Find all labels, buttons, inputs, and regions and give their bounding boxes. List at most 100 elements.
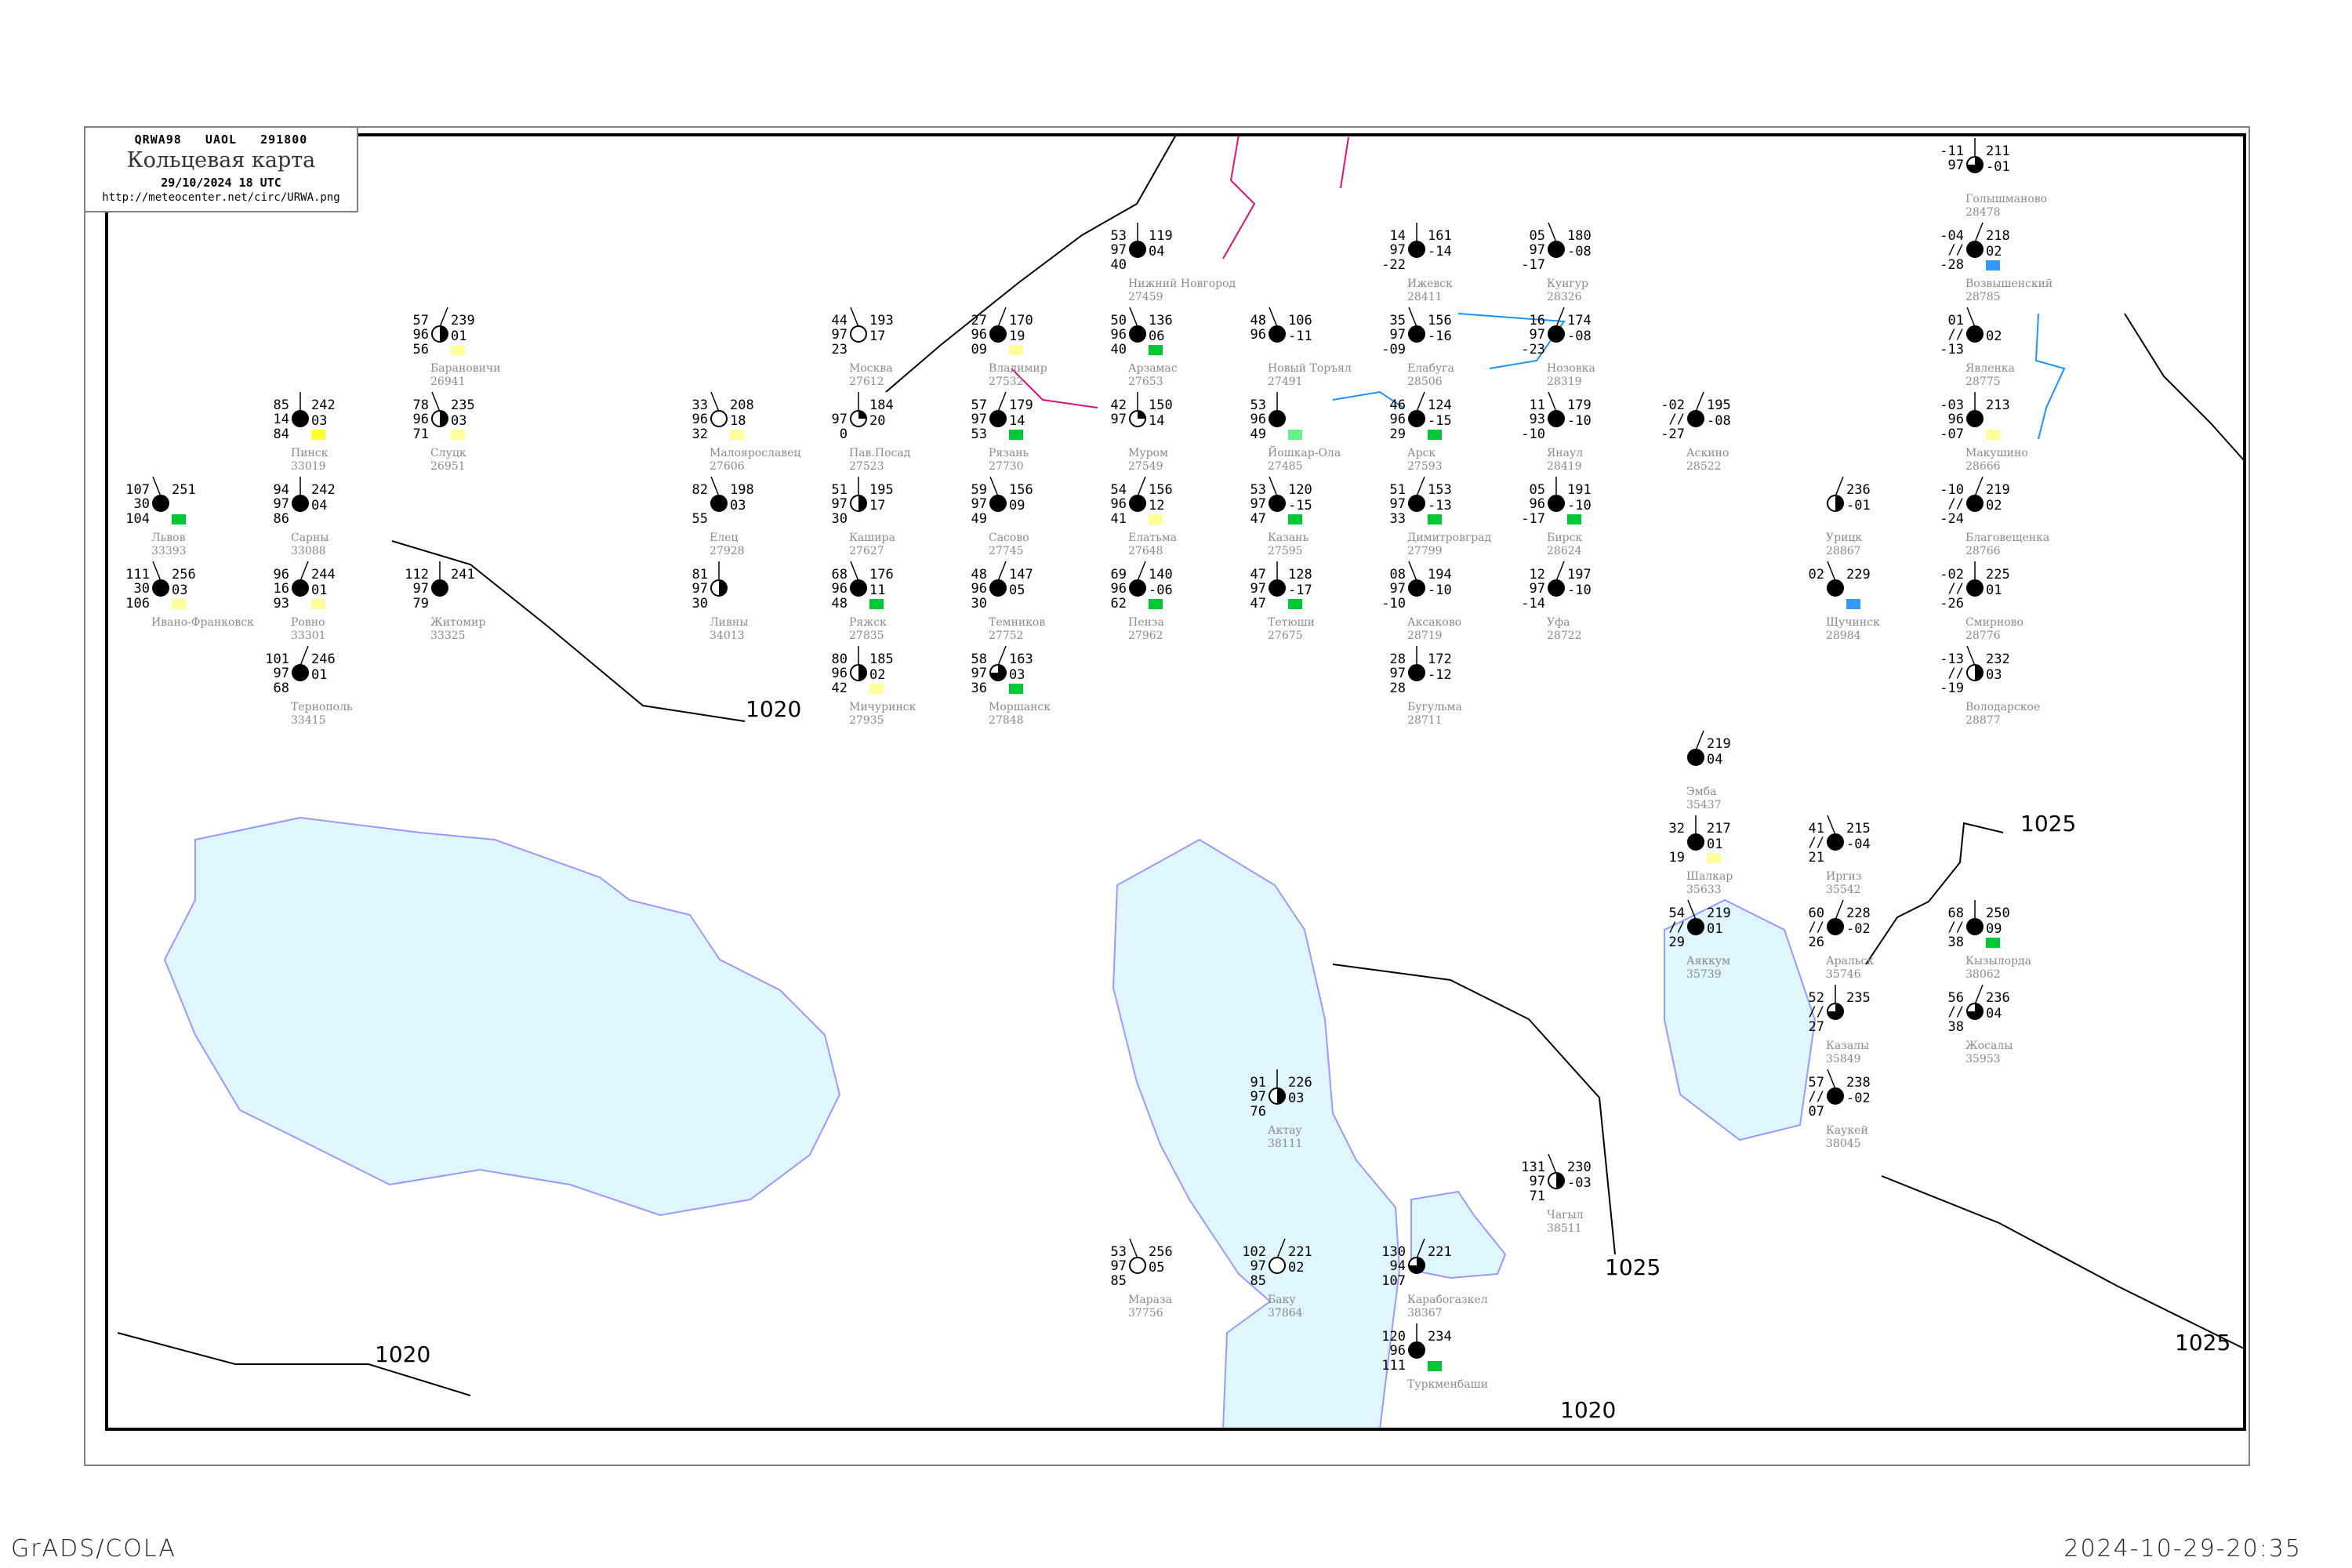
station-pressure: 120 bbox=[1288, 482, 1312, 498]
station-pressure: 219 bbox=[1707, 906, 1731, 921]
cloud-cover-fill bbox=[1409, 326, 1425, 342]
wind-barb-icon bbox=[710, 476, 720, 497]
title-box: QRWA98 UAOL 291800 Кольцевая карта 29/10… bbox=[84, 126, 358, 212]
cloud-cover-fill bbox=[1828, 919, 1843, 935]
cloud-cover-fill bbox=[1130, 495, 1145, 511]
station-id: 28785 bbox=[1965, 291, 2001, 303]
station-middle-left: 96 bbox=[971, 581, 987, 597]
station-tendency: 02 bbox=[1288, 1260, 1304, 1276]
station-upper-left: 112 bbox=[405, 567, 429, 583]
wind-barb-icon bbox=[1137, 476, 1146, 497]
station-tendency: -11 bbox=[1288, 328, 1312, 344]
station-name: Нозовка bbox=[1547, 362, 1595, 375]
wind-barb-icon bbox=[439, 307, 448, 328]
cloud-cover-icon bbox=[710, 410, 728, 427]
isobar-label: 1020 bbox=[1560, 1397, 1616, 1423]
wind-barb-icon bbox=[1827, 561, 1836, 582]
water-bodies bbox=[163, 313, 2066, 1430]
station-middle-left: // bbox=[1948, 496, 1964, 512]
marker-yellow bbox=[1986, 430, 2000, 440]
station-tendency: 14 bbox=[1149, 413, 1164, 429]
station-upper-left: 33 bbox=[692, 397, 708, 413]
station-upper-left: -02 bbox=[1661, 397, 1685, 413]
station-pressure: 195 bbox=[1707, 397, 1731, 413]
station-name: Смирново bbox=[1965, 616, 2024, 629]
station-name: Шалкар bbox=[1686, 870, 1733, 883]
station-upper-left: 02 bbox=[1809, 567, 1824, 583]
cloud-cover-fill bbox=[1556, 1173, 1564, 1189]
station-id: 28711 bbox=[1407, 714, 1443, 727]
station-pressure: 163 bbox=[1009, 652, 1033, 667]
station-lower-left: 40 bbox=[1111, 342, 1127, 358]
station-name: Бирск bbox=[1547, 532, 1582, 544]
